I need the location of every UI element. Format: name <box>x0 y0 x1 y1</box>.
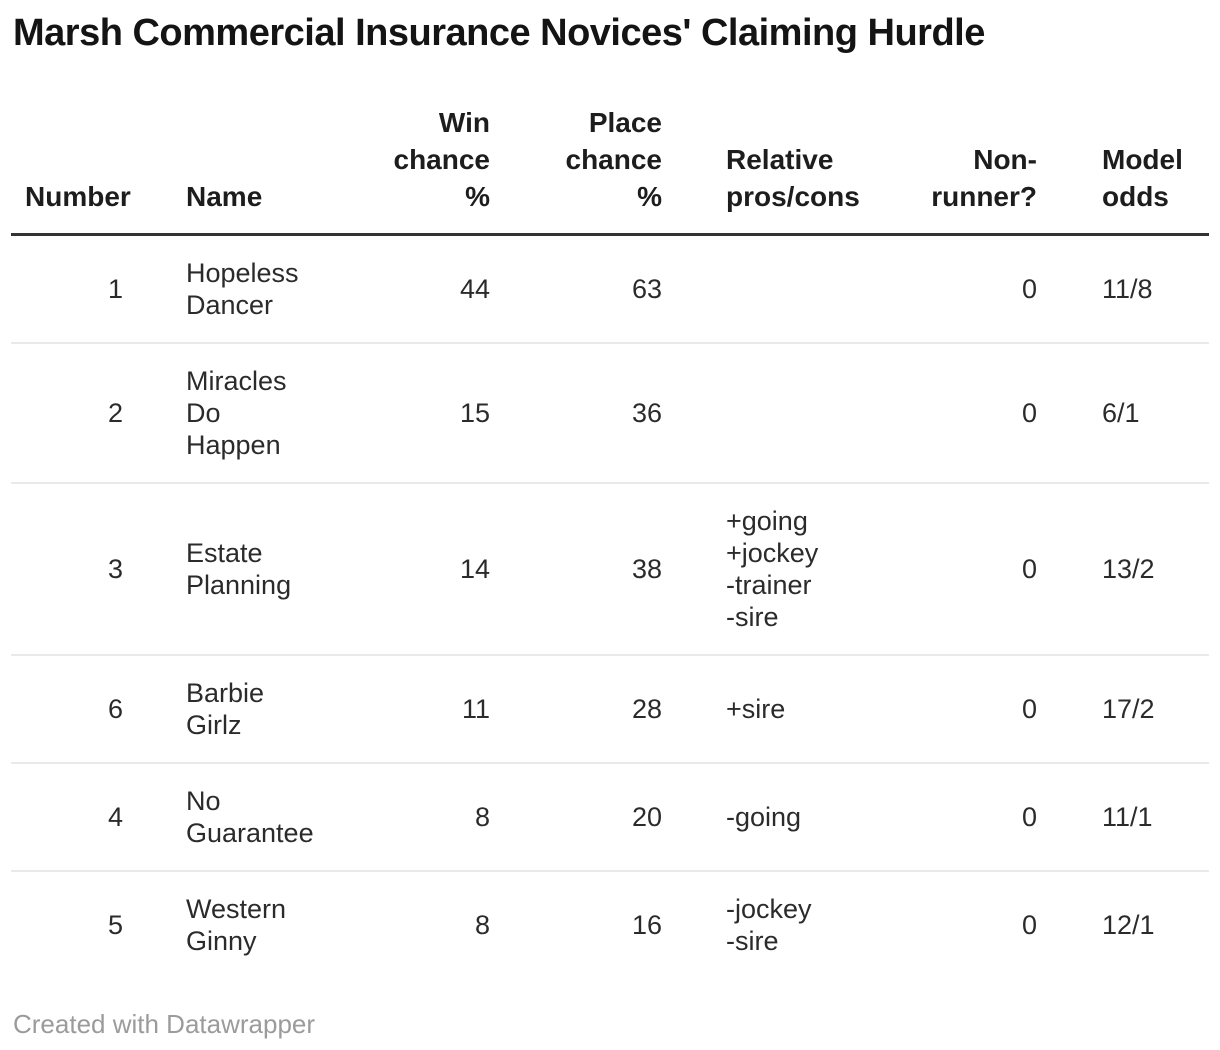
header-row: Number Name Win chance % Place chance % … <box>11 96 1209 235</box>
cell-win-chance-pct: 11 <box>461 694 490 724</box>
cell-place-chance-pct: 38 <box>631 554 662 584</box>
column-header-place-chance: Place chance % <box>565 107 663 212</box>
cell-model-odds: 12/1 <box>1102 910 1155 940</box>
cell-place-chance-pct: 36 <box>631 398 662 428</box>
cell-relative-pros-cons: +going +jockey -trainer -sire <box>726 506 819 632</box>
cell-win-chance-pct: 44 <box>459 274 490 304</box>
cell-model-odds: 11/8 <box>1102 274 1153 304</box>
cell-non-runner: 0 <box>1021 694 1037 724</box>
cell-number: 2 <box>107 398 123 428</box>
table-row: 1 Hopeless Dancer 44 63 0 11/8 <box>11 235 1209 344</box>
cell-non-runner: 0 <box>1021 274 1037 304</box>
cell-relative-pros-cons: -going <box>726 802 802 832</box>
cell-win-chance-pct: 14 <box>459 554 490 584</box>
column-header-number: Number <box>25 181 131 212</box>
cell-place-chance-pct: 63 <box>631 274 662 304</box>
cell-place-chance-pct: 28 <box>631 694 662 724</box>
table-row: 3 Estate Planning 14 38 +going +jockey -trai… <box>11 483 1209 655</box>
cell-model-odds: 13/2 <box>1102 554 1155 584</box>
cell-number: 4 <box>107 802 123 832</box>
cell-win-chance-pct: 8 <box>474 910 490 940</box>
cell-place-chance-pct: 20 <box>631 802 662 832</box>
table-row: 2 Miracles Do Happen 15 36 0 6/1 <box>11 343 1209 483</box>
cell-relative-pros-cons <box>676 343 871 483</box>
cell-model-odds: 11/1 <box>1102 802 1153 832</box>
column-header-name: Name <box>186 181 263 212</box>
table-header: Number Name Win chance % Place chance % … <box>11 96 1209 235</box>
cell-number: 5 <box>107 910 123 940</box>
cell-relative-pros-cons: -jockey -sire <box>726 894 812 956</box>
datawrapper-attribution-link[interactable]: Created with Datawrapper <box>13 1009 316 1039</box>
cell-name: Miracles Do Happen <box>186 366 287 460</box>
cell-relative-pros-cons <box>676 235 871 344</box>
table-row: 6 Barbie Girlz 11 28 +sire 0 17/2 <box>11 655 1209 763</box>
cell-number: 3 <box>107 554 123 584</box>
cell-win-chance-pct: 15 <box>459 398 490 428</box>
cell-name: Western Ginny <box>186 894 287 956</box>
cell-non-runner: 0 <box>1021 554 1037 584</box>
table-body: 1 Hopeless Dancer 44 63 0 11/8 2 Miracles Do Ha… <box>11 235 1209 979</box>
data-table: Number Name Win chance % Place chance % … <box>11 96 1209 978</box>
column-header-non-runner: Non- runner? <box>931 144 1037 212</box>
table-row: 4 No Guarantee 8 20 -going 0 11/1 <box>11 763 1209 871</box>
cell-win-chance-pct: 8 <box>474 802 490 832</box>
column-header-relative-pros-cons: Relative pros/cons <box>726 144 860 212</box>
cell-name: No Guarantee <box>186 786 314 848</box>
cell-non-runner: 0 <box>1021 910 1037 940</box>
cell-name: Estate Planning <box>186 538 292 600</box>
chart-title: Marsh Commercial Insurance Novices' Clai… <box>13 12 985 54</box>
table-row: 5 Western Ginny 8 16 -jockey -sire 0 12/1 <box>11 871 1209 978</box>
cell-non-runner: 0 <box>1021 802 1037 832</box>
cell-non-runner: 0 <box>1021 398 1037 428</box>
cell-relative-pros-cons: +sire <box>726 694 786 724</box>
cell-model-odds: 6/1 <box>1102 398 1140 428</box>
column-header-win-chance: Win chance % <box>393 107 491 212</box>
cell-name: Hopeless Dancer <box>186 258 299 320</box>
cell-number: 6 <box>107 694 123 724</box>
column-header-model-odds: Model odds <box>1102 144 1183 212</box>
cell-number: 1 <box>107 274 123 304</box>
cell-name: Barbie Girlz <box>186 678 265 740</box>
cell-model-odds: 17/2 <box>1102 694 1155 724</box>
cell-place-chance-pct: 16 <box>631 910 662 940</box>
